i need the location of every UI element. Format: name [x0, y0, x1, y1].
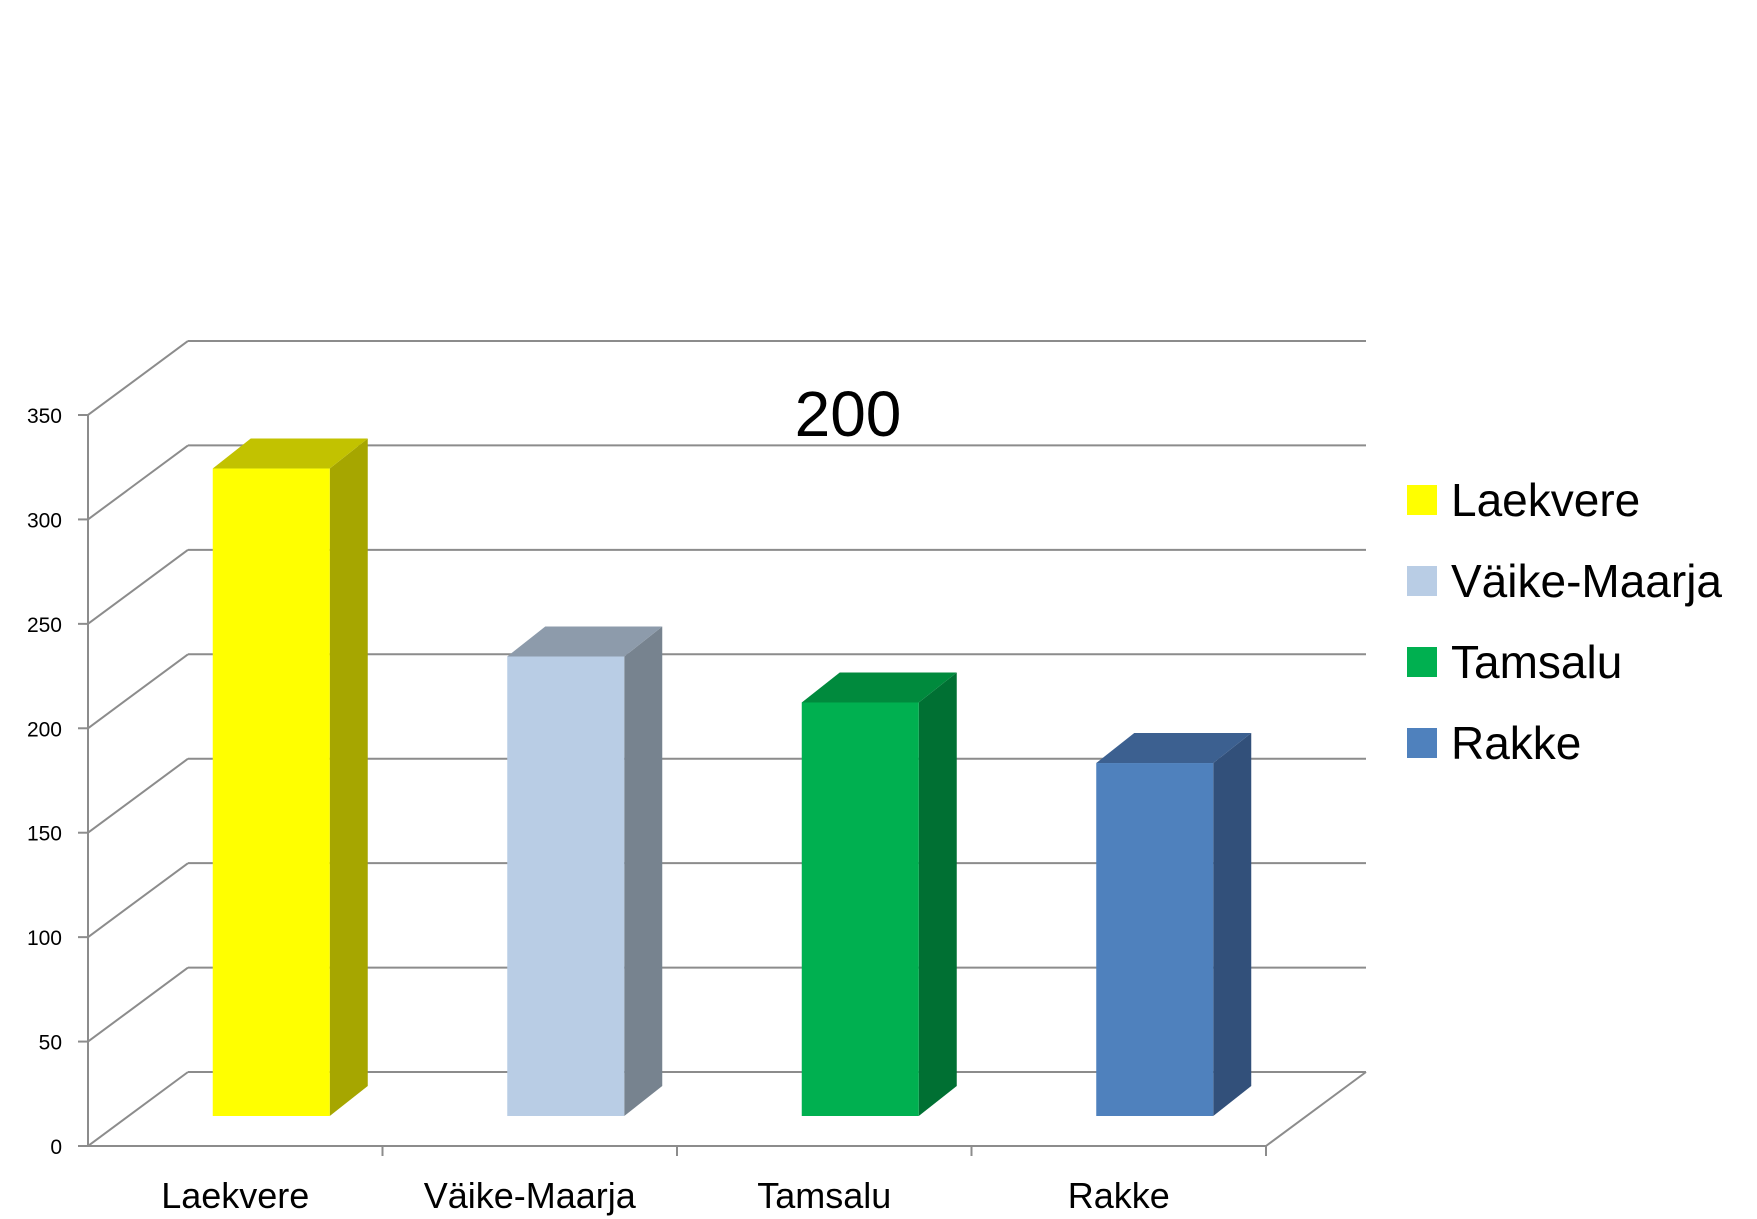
bar-top	[801, 672, 957, 703]
floor-edge-left	[87, 1071, 189, 1147]
chart-gridlines	[87, 339, 1367, 1147]
legend-swatch	[1407, 566, 1437, 596]
x-category-label: Rakke	[1068, 1175, 1170, 1216]
x-category-label: Tamsalu	[757, 1175, 891, 1216]
legend-entry: Väike-Maarja	[1407, 555, 1722, 607]
chart-axes: 0 50 100 150 200 250 300 350	[27, 405, 1267, 1159]
y-tick-label: 300	[27, 509, 62, 532]
bar-side	[329, 438, 368, 1116]
chart-bars	[212, 438, 1252, 1116]
legend-label: Tamsalu	[1451, 636, 1622, 688]
floor-edge-right	[1265, 1071, 1367, 1147]
bar-3	[801, 672, 957, 1116]
legend-label: Laekvere	[1451, 474, 1640, 526]
x-category-label: Väike-Maarja	[424, 1175, 637, 1216]
bar-side	[1213, 733, 1252, 1116]
legend-entry: Laekvere	[1407, 474, 1640, 526]
bar-4	[1096, 733, 1252, 1116]
bar-top	[212, 438, 368, 469]
y-tick-label: 350	[27, 405, 62, 428]
gridline-side	[87, 966, 189, 1043]
bar-top	[1096, 733, 1252, 764]
bar-front	[507, 656, 625, 1116]
bar-top	[507, 626, 663, 657]
y-tick-label: 50	[39, 1032, 62, 1055]
gridline-side	[87, 549, 189, 625]
bar-side	[918, 672, 957, 1116]
bar-front	[1096, 763, 1214, 1116]
bar-side	[624, 626, 663, 1116]
chart-labels: Laekvere Väike-Maarja Tamsalu Rakke	[161, 1175, 1170, 1216]
legend-entry: Tamsalu	[1407, 636, 1622, 688]
y-tick-label: 250	[27, 614, 62, 637]
bar-2	[507, 626, 663, 1116]
gridline-side	[87, 340, 189, 416]
y-tick-label: 100	[27, 927, 62, 950]
bar-front	[801, 702, 919, 1116]
legend-label: Rakke	[1451, 717, 1581, 769]
legend-label: Väike-Maarja	[1451, 555, 1722, 607]
legend-swatch	[1407, 485, 1437, 515]
legend-swatch	[1407, 647, 1437, 677]
legend-entry: Rakke	[1407, 717, 1581, 769]
gridline-side	[87, 862, 189, 938]
legend-swatch	[1407, 728, 1437, 758]
gridline-side	[87, 653, 189, 730]
bar-1	[212, 438, 368, 1116]
y-tick-label: 200	[27, 718, 62, 741]
chart-annotation: 200	[795, 378, 902, 450]
y-tick-label: 150	[27, 823, 62, 846]
chart-legend: Laekvere Väike-Maarja Tamsalu Rakke	[1407, 474, 1722, 769]
gridline-side	[87, 757, 189, 834]
bar-front	[212, 468, 330, 1116]
gridline-side	[87, 444, 189, 521]
y-tick-label: 0	[50, 1136, 62, 1159]
x-category-label: Laekvere	[161, 1175, 309, 1216]
